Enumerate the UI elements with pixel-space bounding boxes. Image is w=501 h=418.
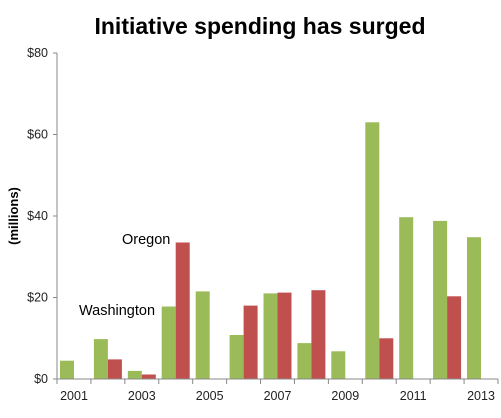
bar-washington-2001: [60, 360, 74, 379]
bar-washington-2011: [399, 217, 414, 379]
bar-washington-2012: [433, 220, 448, 379]
x-tick-label: 2003: [128, 389, 156, 403]
bar-oregon-2008: [311, 290, 326, 379]
series-label-oregon: Oregon: [122, 232, 170, 248]
y-tick-label: $0: [34, 372, 48, 386]
y-tick-label: $40: [27, 209, 48, 223]
y-axis-title: (millions): [6, 187, 21, 245]
x-tick-label: 2005: [196, 389, 224, 403]
bars: [60, 122, 481, 380]
x-tick-label: 2013: [467, 389, 495, 403]
bar-oregon-2007: [277, 292, 292, 379]
axes: [53, 52, 499, 384]
bar-oregon-2012: [447, 296, 462, 379]
chart-title: Initiative spending has surged: [94, 13, 425, 39]
bar-washington-2004: [161, 306, 176, 379]
bar-oregon-2006: [243, 305, 258, 379]
y-tick-label: $20: [27, 291, 48, 305]
series-label-washington: Washington: [79, 303, 155, 319]
bar-oregon-2003: [141, 374, 156, 379]
bar-washington-2006: [229, 335, 244, 379]
bar-washington-2010: [365, 122, 380, 380]
y-tick-label: $60: [27, 128, 48, 142]
x-tick-label: 2009: [331, 389, 359, 403]
bar-washington-2002: [93, 339, 108, 379]
y-tick-label: $80: [27, 46, 48, 60]
bar-washington-2013: [467, 237, 481, 379]
bar-washington-2007: [263, 293, 278, 379]
x-tick-label: 2011: [400, 389, 427, 403]
bar-oregon-2004: [175, 242, 190, 379]
bar-washington-2003: [127, 370, 142, 379]
x-tick-label: 2007: [264, 389, 292, 403]
bar-washington-2009: [331, 351, 346, 379]
bar-washington-2005: [195, 291, 210, 379]
bar-oregon-2010: [379, 338, 394, 380]
x-tick-label: 2001: [60, 389, 88, 403]
bar-oregon-2002: [107, 359, 122, 379]
tick-labels: $0 $20 $40 $60 $80 2001 2003 2005 2007 2009 2011 20…: [27, 46, 495, 403]
bar-washington-2008: [297, 343, 312, 379]
